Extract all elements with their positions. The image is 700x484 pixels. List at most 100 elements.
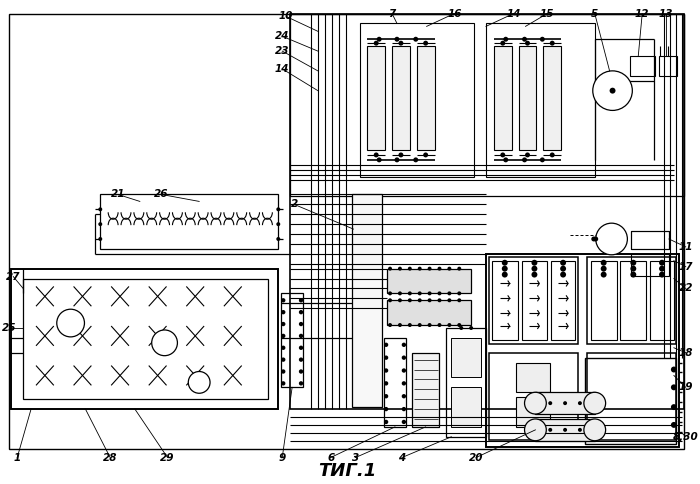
Circle shape	[428, 267, 432, 271]
Circle shape	[631, 272, 636, 277]
Circle shape	[402, 394, 406, 398]
Circle shape	[503, 157, 508, 162]
Text: 17: 17	[678, 262, 693, 272]
Circle shape	[402, 355, 406, 360]
Circle shape	[522, 37, 527, 42]
Bar	[392, 46, 410, 150]
Circle shape	[98, 222, 102, 226]
Circle shape	[98, 237, 102, 241]
Circle shape	[398, 323, 402, 327]
Circle shape	[502, 266, 508, 272]
Circle shape	[659, 260, 665, 266]
Circle shape	[384, 381, 388, 386]
Text: 19: 19	[678, 382, 693, 393]
Bar	[587, 353, 676, 440]
Bar	[281, 293, 303, 387]
Bar	[587, 257, 676, 344]
Circle shape	[428, 291, 432, 295]
Circle shape	[457, 291, 461, 295]
Text: 10: 10	[279, 12, 293, 21]
Circle shape	[281, 346, 286, 350]
Text: 29: 29	[160, 453, 175, 463]
Circle shape	[374, 152, 379, 157]
Circle shape	[276, 207, 280, 212]
Circle shape	[299, 358, 303, 362]
Circle shape	[659, 266, 665, 272]
Circle shape	[522, 157, 527, 162]
Circle shape	[388, 323, 392, 327]
Text: 13: 13	[659, 9, 673, 18]
Bar	[486, 254, 679, 447]
Bar	[536, 392, 595, 414]
Bar	[452, 387, 481, 427]
Circle shape	[540, 157, 545, 162]
Bar	[353, 195, 382, 407]
Circle shape	[418, 298, 421, 302]
Circle shape	[438, 298, 442, 302]
Text: 26: 26	[154, 189, 169, 199]
Circle shape	[671, 404, 677, 410]
Circle shape	[447, 291, 452, 295]
Circle shape	[531, 272, 538, 277]
Circle shape	[593, 71, 632, 110]
Bar	[486, 23, 595, 177]
Circle shape	[438, 291, 442, 295]
Circle shape	[402, 407, 406, 411]
Circle shape	[548, 428, 552, 432]
Bar	[360, 23, 474, 177]
Circle shape	[447, 298, 452, 302]
Circle shape	[299, 381, 303, 386]
Circle shape	[402, 381, 406, 386]
Text: 21: 21	[111, 189, 125, 199]
Circle shape	[413, 157, 418, 162]
Circle shape	[384, 420, 388, 424]
Bar	[522, 261, 547, 340]
Circle shape	[447, 267, 452, 271]
Circle shape	[152, 330, 177, 356]
Circle shape	[408, 323, 412, 327]
Circle shape	[594, 237, 598, 242]
Circle shape	[563, 401, 567, 405]
Text: 14: 14	[506, 9, 521, 18]
Text: 5: 5	[591, 9, 598, 18]
Bar	[100, 195, 279, 249]
Circle shape	[384, 394, 388, 398]
Text: 25: 25	[2, 323, 17, 333]
Circle shape	[374, 41, 379, 45]
Circle shape	[671, 384, 677, 390]
Bar	[631, 56, 655, 76]
Circle shape	[424, 41, 428, 45]
Circle shape	[418, 323, 421, 327]
Text: 27: 27	[6, 272, 20, 282]
Circle shape	[584, 419, 606, 441]
Circle shape	[502, 272, 508, 277]
Circle shape	[276, 222, 280, 226]
Text: 28: 28	[103, 453, 118, 463]
Circle shape	[540, 37, 545, 42]
Text: 1: 1	[13, 453, 21, 463]
Circle shape	[560, 272, 566, 277]
Circle shape	[592, 237, 596, 242]
Text: 12: 12	[635, 9, 650, 18]
Circle shape	[610, 88, 615, 93]
Text: 9: 9	[279, 453, 286, 463]
Circle shape	[457, 298, 461, 302]
Circle shape	[281, 358, 286, 362]
Text: 4: 4	[398, 453, 405, 463]
Text: 6: 6	[327, 453, 335, 463]
Circle shape	[395, 37, 400, 42]
Text: 22: 22	[678, 284, 693, 293]
Circle shape	[502, 260, 508, 266]
Circle shape	[563, 428, 567, 432]
Bar	[384, 338, 406, 427]
Circle shape	[428, 298, 432, 302]
Bar	[519, 46, 536, 150]
Circle shape	[398, 152, 403, 157]
Circle shape	[384, 407, 388, 411]
Circle shape	[438, 267, 442, 271]
Circle shape	[531, 260, 538, 266]
Circle shape	[524, 419, 546, 441]
Text: 20: 20	[469, 453, 483, 463]
Circle shape	[459, 326, 463, 330]
Circle shape	[408, 291, 412, 295]
